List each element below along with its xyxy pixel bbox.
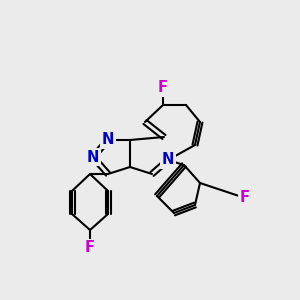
Text: F: F (158, 80, 168, 95)
Text: N: N (102, 133, 114, 148)
Text: F: F (85, 241, 95, 256)
Text: N: N (87, 149, 99, 164)
Text: F: F (240, 190, 250, 206)
Text: N: N (162, 152, 174, 167)
